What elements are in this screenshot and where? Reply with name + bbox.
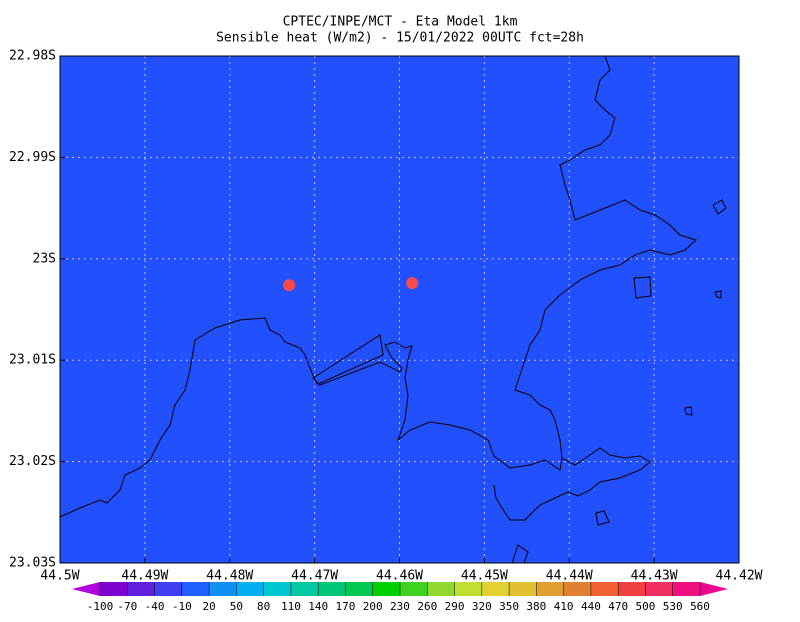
colorbar-box (290, 582, 319, 596)
colorbar-box (100, 582, 128, 596)
chart-subtitle: Sensible heat (W/m2) - 15/01/2022 00UTC … (216, 31, 584, 46)
colorbar-box (400, 582, 428, 596)
colorbar-box (209, 582, 237, 596)
colorbar-box (318, 582, 346, 596)
x-tick-label: 44.44W (546, 569, 593, 584)
colorbar-box (454, 582, 482, 596)
colorbar-label: 410 (554, 600, 574, 613)
colorbar-box (427, 582, 455, 596)
colorbar-label: 200 (363, 600, 383, 613)
colorbar-box (372, 582, 400, 596)
coastline (59, 55, 727, 564)
colorbar-label: -40 (145, 600, 165, 613)
point-marker (283, 279, 296, 292)
colorbar-label: 350 (499, 600, 519, 613)
colorbar-box (154, 582, 182, 596)
colorbar-label: 260 (417, 600, 437, 613)
x-tick-label: 44.49W (121, 569, 168, 584)
colorbar-label: 50 (230, 600, 243, 613)
colorbar-label: 230 (390, 600, 410, 613)
colorbar-extension (72, 582, 100, 596)
colorbar-label: 500 (636, 600, 656, 613)
colorbar-box (181, 582, 210, 596)
y-tick-label: 23.03S (9, 556, 56, 571)
x-tick-label: 44.46W (376, 569, 423, 584)
y-tick-label: 23.02S (9, 454, 56, 469)
y-tick-label: 22.99S (9, 150, 56, 165)
colorbar-label: 170 (336, 600, 356, 613)
colorbar-extension (700, 582, 728, 596)
colorbar-label: 560 (690, 600, 710, 613)
y-tick-label: 23.01S (9, 353, 56, 368)
colorbar-box (509, 582, 537, 596)
x-tick-label: 44.48W (206, 569, 253, 584)
x-tick-label: 44.5W (40, 569, 79, 584)
colorbar-label: -100 (87, 600, 114, 613)
x-tick-label: 44.42W (716, 569, 763, 584)
chart-title: CPTEC/INPE/MCT - Eta Model 1km (283, 15, 518, 30)
colorbar-label: 110 (281, 600, 301, 613)
y-tick-label: 23S (33, 251, 56, 266)
colorbar-label: 20 (202, 600, 215, 613)
colorbar-box (127, 582, 155, 596)
colorbar-box (263, 582, 291, 596)
colorbar-box (590, 582, 619, 596)
colorbar-label: 440 (581, 600, 601, 613)
colorbar-label: -70 (117, 600, 137, 613)
colorbar-label: 320 (472, 600, 492, 613)
colorbar-label: 380 (526, 600, 546, 613)
x-tick-label: 44.43W (631, 569, 678, 584)
colorbar-label: 80 (257, 600, 270, 613)
colorbar-box (672, 582, 700, 596)
colorbar-label: 290 (445, 600, 465, 613)
colorbar-box (236, 582, 264, 596)
colorbar-box (345, 582, 373, 596)
y-tick-label: 22.98S (9, 49, 56, 64)
point-marker (406, 277, 419, 290)
colorbar-label: 470 (608, 600, 628, 613)
x-tick-label: 44.45W (461, 569, 508, 584)
x-tick-label: 44.47W (291, 569, 338, 584)
colorbar-label: 530 (663, 600, 683, 613)
colorbar-box (481, 582, 510, 596)
colorbar-box (645, 582, 673, 596)
colorbar-box (618, 582, 646, 596)
colorbar-label: -10 (172, 600, 192, 613)
colorbar-box (563, 582, 591, 596)
colorbar-box (536, 582, 564, 596)
colorbar-label: 140 (308, 600, 328, 613)
